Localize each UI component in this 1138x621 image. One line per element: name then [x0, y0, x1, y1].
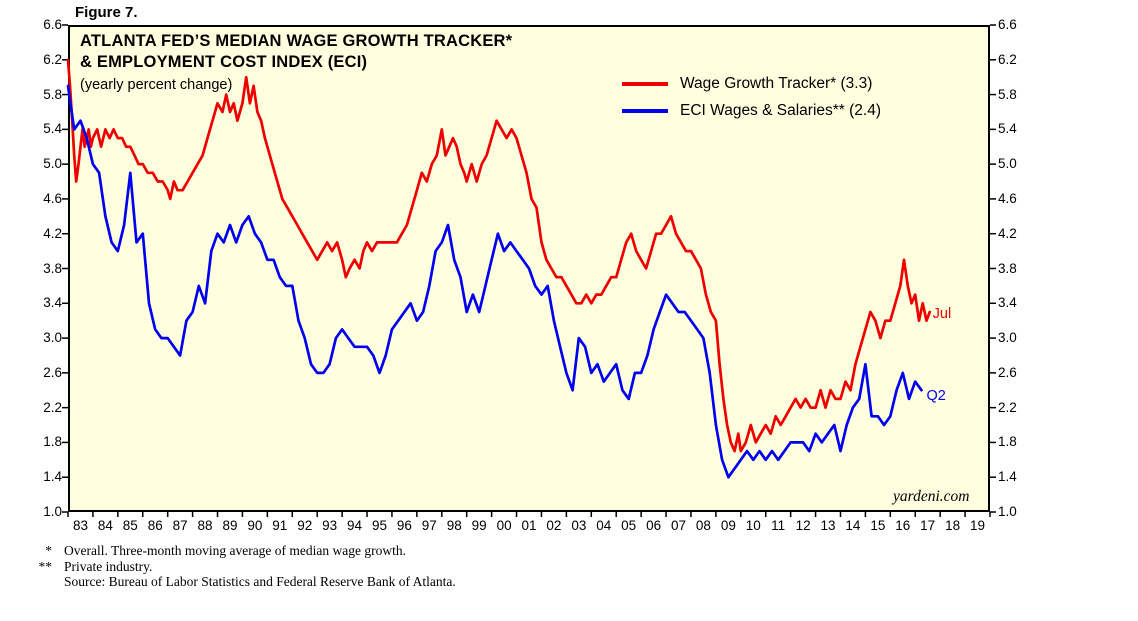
y-axis-tick-label-left: 4.2 — [43, 225, 62, 241]
footnote-marker — [0, 574, 64, 590]
x-axis-tick-label: 19 — [970, 518, 986, 533]
chart-title: ATLANTA FED’S MEDIAN WAGE GROWTH TRACKER… — [80, 31, 512, 94]
source-note: Source: Bureau of Labor Statistics and F… — [64, 574, 456, 589]
x-axis-tick-label: 91 — [272, 518, 288, 533]
y-axis-tick-label-right: 4.6 — [998, 190, 1017, 206]
y-axis-tick-label-left: 4.6 — [43, 190, 62, 206]
x-axis-tick-label: 11 — [771, 518, 786, 533]
y-axis-tick-label-right: 3.4 — [998, 295, 1017, 311]
x-axis-tick-label: 88 — [197, 518, 213, 533]
x-axis-tick-label: 98 — [446, 518, 462, 533]
y-axis-tick-label-left: 3.0 — [43, 330, 62, 346]
chart-subtitle: (yearly percent change) — [80, 77, 233, 93]
chart-title-line2: & EMPLOYMENT COST INDEX (ECI) — [80, 53, 368, 71]
x-axis-tick-label: 06 — [646, 518, 662, 533]
legend-label-eci-wages-salaries: ECI Wages & Salaries** (2.4) — [680, 101, 882, 119]
plot-border — [68, 25, 990, 512]
x-axis-tick-label: 04 — [596, 518, 612, 533]
x-axis-tick-label: 05 — [621, 518, 637, 533]
y-axis-tick-label-right: 1.4 — [998, 469, 1017, 485]
y-axis-tick-label-right: 6.6 — [998, 17, 1017, 32]
footnote-row: Source: Bureau of Labor Statistics and F… — [0, 574, 456, 590]
x-axis-tick-label: 14 — [845, 518, 861, 533]
x-axis-tick-label: 03 — [571, 518, 587, 533]
y-axis-tick-label-left: 1.4 — [43, 469, 62, 485]
footnote-marker: ** — [38, 558, 53, 574]
legend-item-wage-growth-tracker: Wage Growth Tracker* (3.3) — [622, 70, 881, 97]
red-line-swatch-icon — [622, 81, 668, 86]
legend-item-eci-wages-salaries: ECI Wages & Salaries** (2.4) — [622, 97, 881, 124]
footnote-marker: * — [45, 543, 52, 558]
x-axis-tick-label: 94 — [347, 518, 363, 533]
y-axis-tick-label-right: 1.0 — [998, 504, 1017, 519]
y-axis-tick-label-left: 3.4 — [43, 295, 62, 311]
x-axis-tick-label: 87 — [172, 518, 188, 533]
x-axis-tick-label: 18 — [945, 518, 961, 533]
y-axis-tick-label-left: 1.8 — [43, 434, 62, 450]
y-axis-tick-label-right: 5.4 — [998, 121, 1017, 137]
series-annotation-q2: Q2 — [926, 388, 946, 405]
y-axis-tick-label-right: 1.8 — [998, 434, 1017, 450]
chart-canvas — [62, 24, 996, 517]
x-axis-tick-label: 84 — [97, 518, 113, 533]
x-axis-tick-label: 15 — [870, 518, 886, 533]
x-axis-tick-label: 09 — [720, 518, 736, 533]
chart-title-line1: ATLANTA FED’S MEDIAN WAGE GROWTH TRACKER… — [80, 32, 513, 50]
x-axis-tick-label: 83 — [72, 518, 88, 533]
y-axis-tick-label-right: 5.8 — [998, 86, 1017, 102]
x-axis-tick-label: 96 — [396, 518, 412, 533]
x-axis-tick-label: 17 — [920, 518, 936, 533]
y-axis-tick-label-left: 6.6 — [43, 17, 62, 32]
y-axis-tick-label-left: 5.8 — [43, 86, 62, 102]
x-axis-tick-label: 99 — [471, 518, 487, 533]
legend-label-wage-growth-tracker: Wage Growth Tracker* (3.3) — [680, 74, 873, 92]
figure-label: Figure 7. — [75, 4, 138, 21]
y-axis-tick-label-right: 2.2 — [998, 399, 1017, 415]
x-axis-tick-label: 16 — [895, 518, 911, 533]
y-axis-tick-label-left: 5.0 — [43, 156, 62, 172]
x-axis-tick-label: 07 — [670, 518, 687, 533]
x-axis-tick-label: 01 — [521, 518, 537, 533]
footnote-text: Private industry. — [64, 558, 153, 574]
x-axis-tick-label: 95 — [371, 518, 387, 533]
y-axis-tick-label-left: 1.0 — [43, 504, 62, 519]
x-axis-tick-label: 93 — [322, 518, 338, 533]
y-axis-tick-label-left: 3.8 — [43, 260, 62, 276]
x-axis-tick-label: 10 — [745, 518, 761, 533]
x-axis-tick-label: 12 — [795, 518, 811, 533]
y-axis-tick-label-right: 5.0 — [998, 156, 1017, 172]
x-axis-tick-label: 97 — [421, 518, 437, 533]
watermark: yardeni.com — [893, 488, 970, 505]
footnote-text: Overall. Three-month moving average of m… — [64, 543, 407, 558]
y-axis-tick-label-right: 3.8 — [998, 260, 1017, 276]
y-axis-tick-label-left: 2.2 — [43, 399, 62, 415]
y-axis-tick-label-right: 4.2 — [998, 225, 1017, 241]
series-annotation-jul: Jul — [932, 305, 952, 322]
eci-wages-salaries-line — [66, 84, 923, 479]
y-axis-tick-label-right: 6.2 — [998, 51, 1017, 67]
y-axis-tick-label-left: 2.6 — [43, 364, 62, 380]
y-axis-tick-label-right: 3.0 — [998, 330, 1017, 346]
blue-line-swatch-icon — [622, 108, 668, 113]
y-axis-tick-label-left: 5.4 — [43, 121, 62, 137]
x-axis-tick-label: 08 — [695, 518, 711, 533]
x-axis-tick-label: 02 — [546, 518, 562, 533]
footnotes: * Overall. Three-month moving average of… — [0, 543, 456, 590]
x-axis-tick-label: 92 — [297, 518, 313, 533]
legend: Wage Growth Tracker* (3.3) ECI Wages & S… — [622, 70, 881, 124]
wage-growth-tracker-line — [66, 58, 932, 453]
footnote-row: ** Private industry. — [0, 559, 456, 575]
footnote-row: * Overall. Three-month moving average of… — [0, 543, 456, 559]
y-axis-tick-label-right: 2.6 — [998, 364, 1017, 380]
x-axis-tick-label: 90 — [247, 518, 263, 533]
x-axis-tick-label: 86 — [147, 518, 163, 533]
x-axis-tick-label: 13 — [820, 518, 836, 533]
y-axis-tick-label-left: 6.2 — [43, 51, 62, 67]
x-axis-tick-label: 00 — [496, 518, 512, 533]
x-axis-tick-label: 89 — [222, 518, 238, 533]
x-axis-tick-label: 85 — [122, 518, 138, 533]
